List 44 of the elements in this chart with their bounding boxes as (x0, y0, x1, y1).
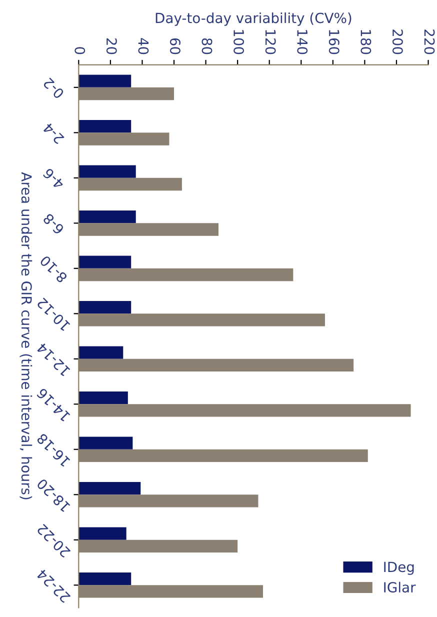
bar (78, 120, 132, 133)
bar (78, 178, 182, 191)
y-tick-label: 2-4 (42, 122, 64, 145)
bar (78, 527, 126, 540)
bar (78, 223, 218, 236)
bar (78, 314, 325, 326)
x-axis-title: Day-to-day variability (CV%) (156, 12, 352, 26)
legend-label: IGlar (384, 582, 416, 593)
x-tick-label: 200 (392, 30, 403, 54)
x-tick-label: 100 (234, 30, 244, 54)
bar (78, 74, 132, 88)
bar (78, 210, 136, 224)
bar (78, 585, 263, 598)
bar (78, 358, 354, 372)
x-tick-label: 0 (74, 47, 86, 54)
bar (78, 346, 124, 359)
bar (78, 572, 132, 586)
x-tick-label: 80 (202, 38, 212, 54)
x-tick-label: 40 (138, 38, 149, 54)
x-tick-label: 120 (265, 30, 276, 54)
y-tick-label: 6-8 (42, 212, 65, 236)
bar (78, 87, 174, 100)
bar (78, 132, 170, 146)
legend-label: IDeg (384, 562, 414, 575)
bar (78, 482, 141, 495)
x-tick-label: 220 (424, 30, 435, 54)
bar (78, 494, 258, 508)
y-tick-label: 0-2 (42, 78, 65, 100)
bar (78, 404, 411, 417)
x-tick-label: 140 (297, 30, 308, 54)
y-tick-label: 4-6 (42, 168, 65, 190)
bar (78, 165, 136, 178)
x-tick-label: 160 (328, 30, 340, 54)
bar (78, 449, 368, 462)
bar (78, 391, 128, 404)
y-axis-title: Area under the GIR curve (time interval, hours) (20, 172, 32, 500)
bar (78, 300, 132, 314)
bar (78, 540, 238, 553)
x-tick-label: 20 (106, 38, 117, 54)
bar (78, 268, 294, 282)
bar (78, 256, 132, 268)
x-tick-label: 180 (360, 30, 372, 54)
x-tick-label: 60 (170, 38, 180, 54)
bar (78, 436, 133, 450)
